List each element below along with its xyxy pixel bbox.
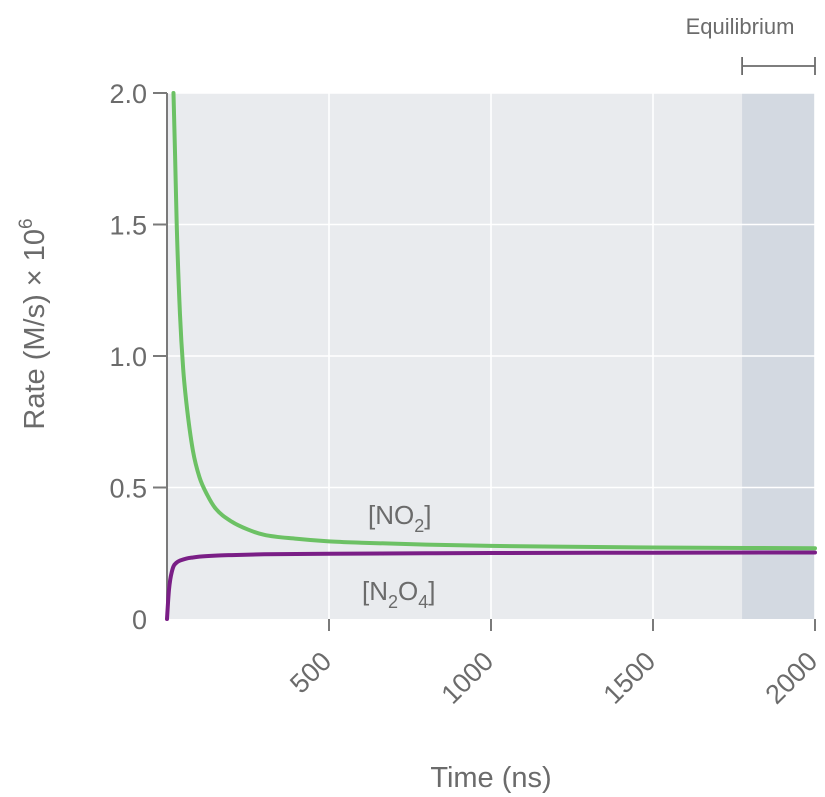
x-tick-label: 1500 (598, 646, 662, 710)
y-tick-label: 1.5 (109, 211, 147, 241)
x-tick-label: 2000 (760, 646, 824, 710)
series-label-no2: [NO2] (368, 500, 431, 536)
equilibrium-label: Equilibrium (686, 14, 795, 39)
series-line-0 (171, 91, 817, 551)
grid (167, 92, 816, 619)
y-tick-label: 1.0 (109, 342, 147, 372)
y-tick-label: 2.0 (109, 79, 147, 109)
x-tick-label: 1000 (436, 646, 500, 710)
series-label-n2o4: [N2O4] (362, 576, 436, 612)
equilibrium-bracket (741, 57, 816, 75)
series (165, 91, 817, 621)
x-axis-title: Time (ns) (430, 762, 551, 794)
x-axis-ticks: 500 1000 1500 2000 (284, 619, 823, 710)
y-axis-ticks: 0 0.5 1.0 1.5 2.0 (109, 79, 167, 635)
y-axis-title: Rate (M/s) × 106 (16, 218, 51, 429)
y-tick-label: 0.5 (109, 474, 147, 504)
y-tick-label: 0 (132, 605, 147, 635)
series-line-1 (165, 550, 817, 621)
x-tick-label: 500 (284, 646, 337, 699)
